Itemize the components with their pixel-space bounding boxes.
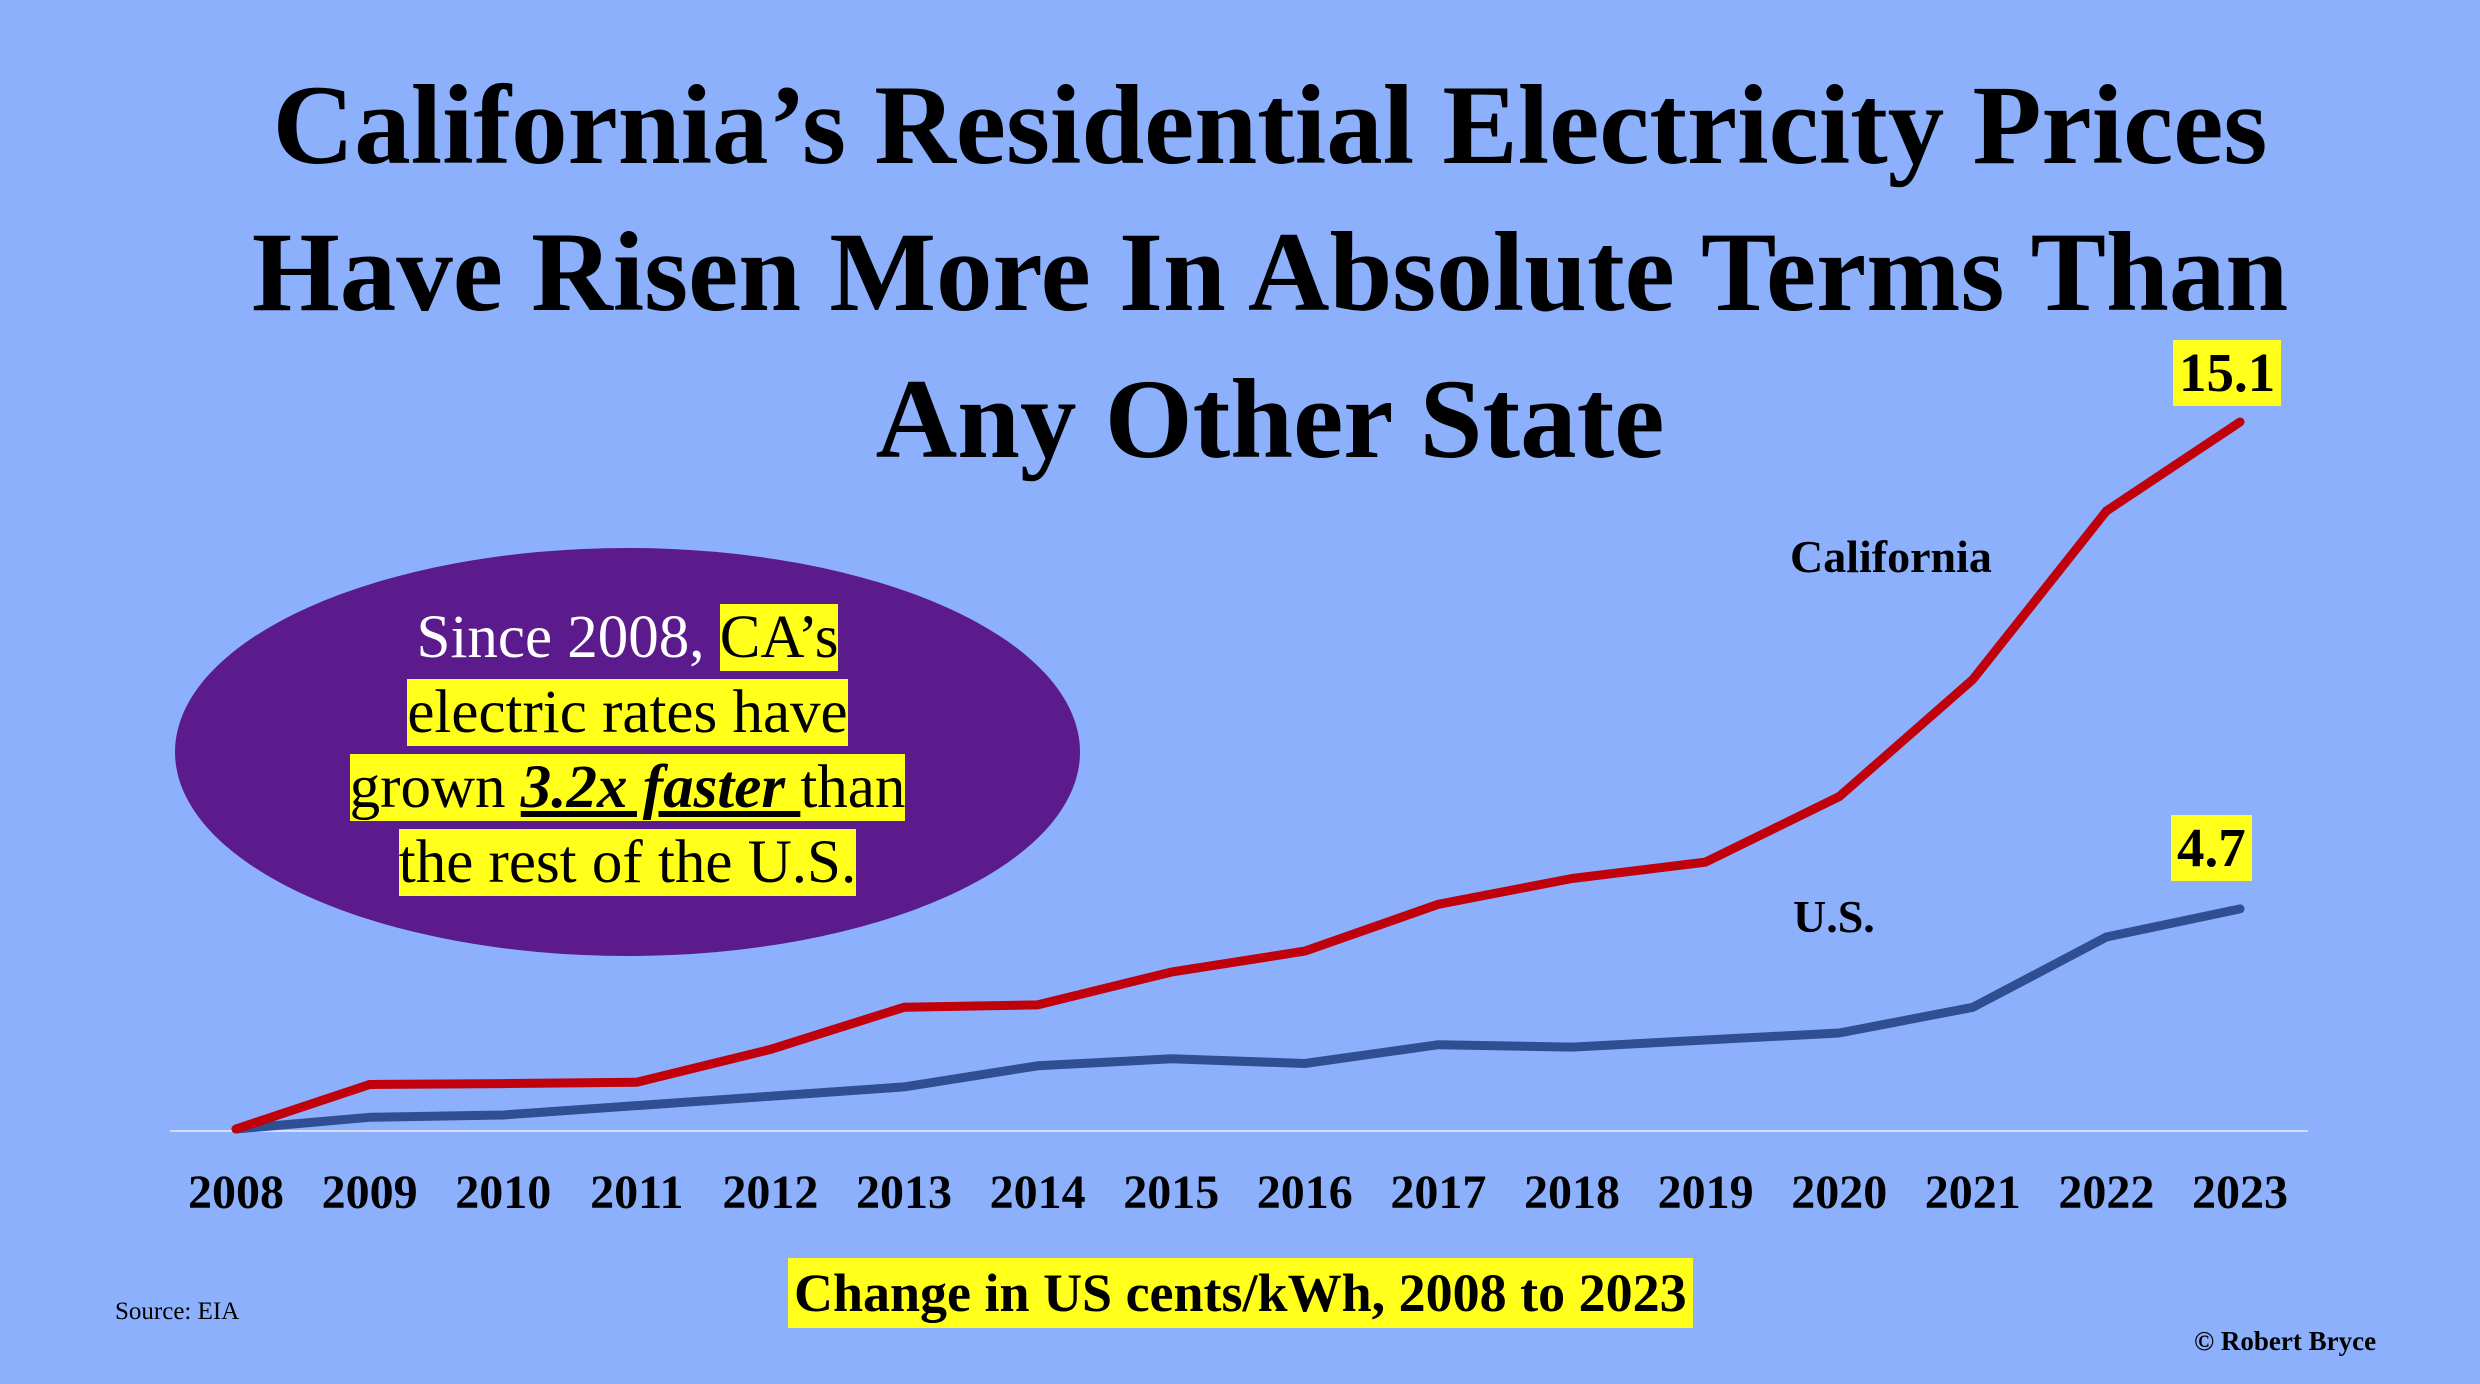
x-tick-label: 2011 [590,1166,683,1219]
callout-line2: electric rates have [407,679,848,746]
copyright-credit: © Robert Bryce [2194,1326,2377,1356]
x-tick-label: 2017 [1390,1166,1486,1219]
callout-line3-pre: grown [349,754,521,821]
x-axis-label: Change in US cents/kWh, 2008 to 2023 [788,1258,1693,1328]
callout-line3-post: than [800,754,906,821]
series-label-california: California [1790,531,1992,582]
x-tick-label: 2013 [856,1166,952,1219]
callout-line1-highlight: CA’s [719,604,839,671]
x-tick-label: 2012 [722,1166,818,1219]
x-tick-label: 2019 [1658,1166,1754,1219]
x-tick-label: 2014 [990,1166,1086,1219]
end-label-us: 4.7 [2171,815,2252,881]
chart-title: California’s Residential Electricity Pri… [0,52,2480,493]
callout-emphasis: 3.2x faster [520,754,801,821]
x-tick-label: 2015 [1123,1166,1219,1219]
title-line: Any Other State [875,357,1665,482]
x-tick-label: 2008 [188,1166,284,1219]
x-tick-label: 2021 [1925,1166,2021,1219]
x-tick-label: 2009 [322,1166,418,1219]
x-tick-label: 2020 [1791,1166,1887,1219]
source-note: Source: EIA [115,1298,240,1325]
series-layer [231,417,2245,1134]
x-tick-labels: 2008 2009 2010 2011 2012 2013 2014 2015 2016 2017… [188,1166,2288,1219]
callout-text: Since 2008, CA’s electric rates have gro… [300,600,955,900]
title-line: Have Risen More In Absolute Terms Than [251,210,2289,335]
callout-line4: the rest of the U.S. [398,829,857,896]
callout-line1-plain: Since 2008, [416,604,720,671]
x-tick-label: 2016 [1257,1166,1353,1219]
x-tick-label: 2023 [2192,1166,2288,1219]
title-line: California’s Residential Electricity Pri… [272,63,2268,188]
series-line-california [231,417,2245,1134]
end-label-california: 15.1 [2173,340,2282,406]
x-tick-label: 2010 [455,1166,551,1219]
x-tick-label: 2018 [1524,1166,1620,1219]
x-tick-label: 2022 [2058,1166,2154,1219]
series-line-us [231,904,2245,1134]
series-label-us: U.S. [1793,891,1875,942]
